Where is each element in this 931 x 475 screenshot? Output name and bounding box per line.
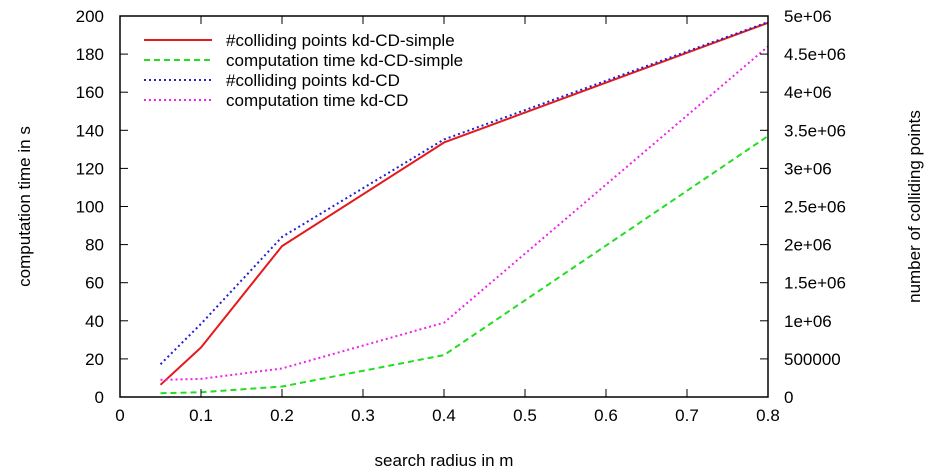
y-right-tick-label: 500000 xyxy=(784,350,841,369)
legend-label: computation time kd-CD-simple xyxy=(226,51,463,70)
y-right-tick-label: 0 xyxy=(784,388,793,407)
y-left-tick-label: 140 xyxy=(76,121,104,140)
series-layer xyxy=(159,21,769,395)
x-tick-label: 0.6 xyxy=(594,406,618,425)
x-tick-label: 0.2 xyxy=(270,406,294,425)
y-right-tick-label: 4.5e+06 xyxy=(784,45,846,64)
y-axis-right: 0 500000 1e+06 1.5e+06 2e+06 2.5e+06 3e+06 3.5e… xyxy=(760,7,846,407)
series-line-1 xyxy=(159,21,769,386)
y-right-tick-label: 5e+06 xyxy=(784,7,832,26)
x-tick-label: 0.8 xyxy=(756,406,780,425)
x-axis: 0 0.1 0.2 0.3 0.4 0.5 0.6 0.7 0.8 xyxy=(115,16,780,425)
series-line-2 xyxy=(160,135,769,395)
x-tick-label: 0 xyxy=(115,406,124,425)
x-tick-label: 0.5 xyxy=(513,406,537,425)
y-right-tick-label: 2.5e+06 xyxy=(784,198,846,217)
y-right-tick-label: 1e+06 xyxy=(784,312,832,331)
legend-label: #colliding points kd-CD xyxy=(226,71,400,90)
plot-frame xyxy=(119,15,769,398)
series-line-3 xyxy=(159,21,769,365)
y-left-tick-label: 120 xyxy=(76,159,104,178)
legend-label: computation time kd-CD xyxy=(226,91,408,110)
x-tick-label: 0.7 xyxy=(675,406,699,425)
y-left-tick-label: 80 xyxy=(85,236,104,255)
y-axis-left: 0 20 40 60 80 100 120 140 160 180 200 xyxy=(76,7,128,407)
legend-label: #colliding points kd-CD-simple xyxy=(226,31,455,50)
y-left-tick-label: 180 xyxy=(76,45,104,64)
x-tick-label: 0.3 xyxy=(351,406,375,425)
x-tick-label: 0.4 xyxy=(432,406,456,425)
x-axis-label: search radius in m xyxy=(375,451,514,470)
y-right-tick-label: 3e+06 xyxy=(784,159,832,178)
y-axis-right-label: number of colliding points xyxy=(905,110,924,303)
legend: #colliding points kd-CD-simplecomputatio… xyxy=(144,31,463,110)
y-left-tick-label: 60 xyxy=(85,274,104,293)
y-left-tick-label: 200 xyxy=(76,7,104,26)
y-right-tick-label: 1.5e+06 xyxy=(784,274,846,293)
y-left-tick-label: 100 xyxy=(76,198,104,217)
y-left-tick-label: 40 xyxy=(85,312,104,331)
y-right-tick-label: 2e+06 xyxy=(784,236,832,255)
y-right-tick-label: 3.5e+06 xyxy=(784,121,846,140)
y-right-tick-label: 4e+06 xyxy=(784,83,832,102)
y-left-tick-label: 0 xyxy=(95,388,104,407)
x-tick-label: 0.1 xyxy=(189,406,213,425)
y-left-tick-label: 160 xyxy=(76,83,104,102)
y-left-tick-label: 20 xyxy=(85,350,104,369)
y-axis-left-label: computation time in s xyxy=(15,126,34,287)
